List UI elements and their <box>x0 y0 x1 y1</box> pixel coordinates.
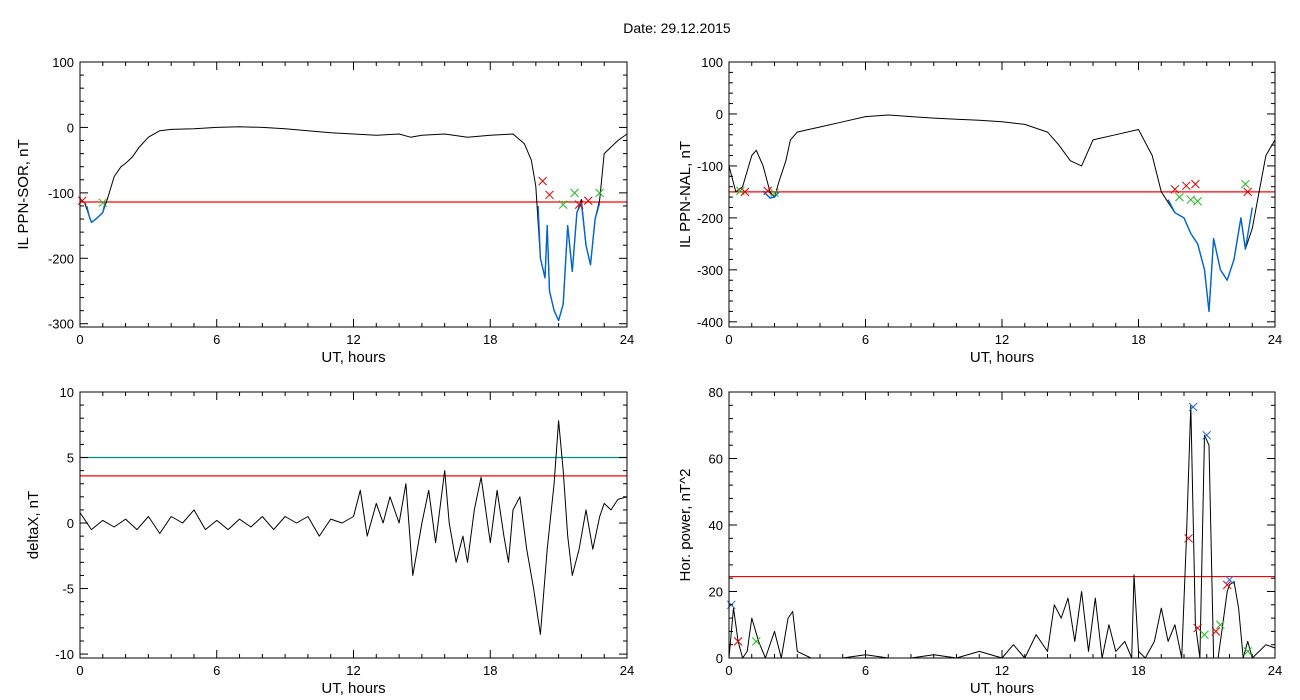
y-axis-title: IL PPN-SOR, nT <box>15 139 32 249</box>
y-tick-label: -400 <box>697 315 723 330</box>
event-marker <box>77 196 87 206</box>
x-tick-label: 0 <box>725 663 732 678</box>
y-axis-title: Hor. power, nT^2 <box>677 469 694 582</box>
event-marker <box>1186 195 1196 205</box>
x-tick-label: 24 <box>620 663 634 678</box>
y-tick-label: 60 <box>709 452 723 467</box>
y-axis-title: IL PPN-NAL, nT <box>677 141 694 248</box>
x-tick-label: 24 <box>1268 332 1282 347</box>
y-tick-label: -300 <box>48 317 74 332</box>
x-axis-title: UT, hours <box>970 349 1034 366</box>
plot-frame <box>79 61 628 328</box>
x-axis-title: UT, hours <box>321 349 385 366</box>
x-axis-title: UT, hours <box>321 680 385 697</box>
event-marker <box>770 188 779 198</box>
y-tick-label: -10 <box>55 647 74 662</box>
x-axis-title: UT, hours <box>970 680 1034 697</box>
highlight-segment <box>537 201 601 322</box>
event-marker <box>1193 623 1203 633</box>
y-tick-label: 0 <box>67 516 74 531</box>
y-tick-label: -5 <box>62 582 74 597</box>
y-axis-title: deltaX, nT <box>25 491 42 559</box>
plot-frame <box>79 391 628 659</box>
event-marker <box>583 196 593 206</box>
x-tick-label: 18 <box>1131 663 1145 678</box>
highlight-segment <box>1167 199 1253 313</box>
y-tick-label: -200 <box>48 251 74 266</box>
date-title: Date: 29.12.2015 <box>623 20 731 36</box>
data-trace <box>79 126 628 321</box>
x-tick-label: 6 <box>862 332 869 347</box>
event-marker <box>1241 179 1250 189</box>
event-marker <box>98 198 108 208</box>
x-tick-label: 12 <box>995 663 1009 678</box>
panel-il-ppn-sor: 0 6 12 18 24 100 0 -100 -200 -300 UT, hours IL PPN-… <box>15 55 634 366</box>
y-tick-label: -100 <box>48 186 74 201</box>
event-marker <box>558 200 568 209</box>
panel-hor-power: 0 6 12 18 24 80 60 40 20 0 UT, hours Hor. power, nT… <box>677 385 1282 697</box>
event-marker <box>763 186 773 196</box>
y-tick-label: -200 <box>697 211 723 226</box>
y-tick-label: 5 <box>67 451 74 466</box>
data-trace <box>79 420 628 635</box>
event-marker <box>1188 402 1198 412</box>
data-trace <box>728 404 1276 659</box>
event-marker <box>1191 179 1200 189</box>
y-tick-label: 100 <box>701 55 723 70</box>
y-tick-label: 80 <box>709 385 723 400</box>
event-marker <box>545 190 554 200</box>
event-marker <box>595 188 605 198</box>
y-tick-label: 20 <box>709 585 723 600</box>
x-tick-label: 0 <box>76 332 83 347</box>
x-tick-label: 24 <box>620 332 634 347</box>
x-tick-label: 24 <box>1268 663 1282 678</box>
x-tick-label: 6 <box>213 663 220 678</box>
event-marker <box>733 637 743 646</box>
x-tick-label: 18 <box>1131 332 1145 347</box>
event-marker <box>1225 575 1234 585</box>
y-tick-label: 0 <box>716 107 723 122</box>
event-marker <box>1211 627 1221 636</box>
event-marker <box>1200 630 1209 640</box>
event-marker <box>574 200 584 209</box>
plot-frame <box>728 61 1276 328</box>
event-marker <box>1184 533 1193 543</box>
event-marker <box>1243 646 1253 656</box>
x-tick-label: 12 <box>346 332 360 347</box>
event-marker <box>1175 192 1184 202</box>
x-tick-label: 6 <box>213 332 220 347</box>
event-marker <box>740 187 750 197</box>
event-marker <box>1243 187 1253 197</box>
event-marker <box>1202 430 1212 440</box>
y-tick-label: 0 <box>716 651 723 666</box>
event-marker <box>1181 181 1191 191</box>
event-marker <box>1222 580 1232 590</box>
x-tick-label: 12 <box>346 663 360 678</box>
x-tick-label: 18 <box>483 663 497 678</box>
y-tick-label: 40 <box>709 518 723 533</box>
y-tick-label: 10 <box>60 385 74 400</box>
event-marker <box>538 176 548 186</box>
y-tick-label: 0 <box>67 120 74 135</box>
y-tick-label: -100 <box>697 159 723 174</box>
event-marker <box>570 188 579 198</box>
x-tick-label: 6 <box>862 663 869 678</box>
y-tick-label: 100 <box>52 55 74 70</box>
data-trace <box>728 114 1276 312</box>
x-tick-label: 18 <box>483 332 497 347</box>
event-marker <box>751 637 761 646</box>
event-marker <box>1216 620 1225 630</box>
panel-il-ppn-nal: 0 6 12 18 24 100 0 -100 -200 -300 -400 UT, hours IL … <box>677 55 1282 366</box>
event-marker <box>1193 196 1203 206</box>
y-tick-label: -300 <box>697 263 723 278</box>
x-tick-label: 0 <box>725 332 732 347</box>
highlight-segment <box>86 202 106 224</box>
event-marker <box>1170 184 1180 194</box>
x-tick-label: 12 <box>995 332 1009 347</box>
panel-deltax: 0 6 12 18 24 10 5 0 -5 -10 UT, hours deltaX, nT <box>25 385 634 697</box>
x-tick-label: 0 <box>76 663 83 678</box>
